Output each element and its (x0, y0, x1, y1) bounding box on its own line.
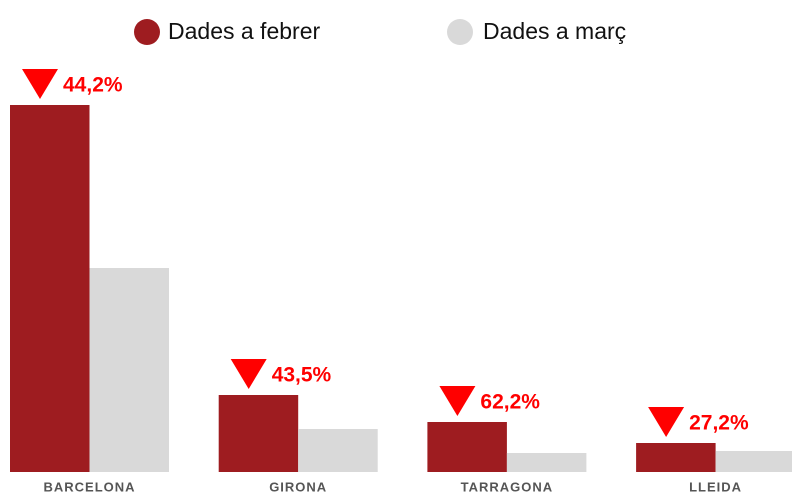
legend-label: Dades a març (483, 18, 626, 44)
x-tick-label: TARRAGONA (461, 479, 554, 494)
bar (298, 429, 378, 472)
bar (427, 422, 507, 472)
x-tick-label: GIRONA (269, 479, 327, 494)
legend-swatch (447, 19, 473, 45)
down-arrow (230, 359, 267, 389)
bar (10, 105, 90, 472)
annotation: 27,2% (689, 412, 749, 435)
x-tick-label: BARCELONA (43, 479, 135, 494)
legend-label: Dades a febrer (168, 18, 320, 44)
down-arrow (22, 69, 58, 99)
bar (715, 451, 792, 472)
down-arrow (439, 386, 476, 416)
bar (89, 268, 169, 472)
annotation: 62,2% (480, 391, 540, 414)
down-arrow (648, 407, 685, 437)
legend-swatch (134, 19, 160, 45)
bar (506, 453, 587, 472)
bar (218, 395, 299, 472)
bar (636, 443, 716, 472)
annotation: 44,2% (63, 74, 123, 97)
x-tick-label: LLEIDA (689, 479, 742, 494)
annotation: 43,5% (272, 364, 332, 387)
